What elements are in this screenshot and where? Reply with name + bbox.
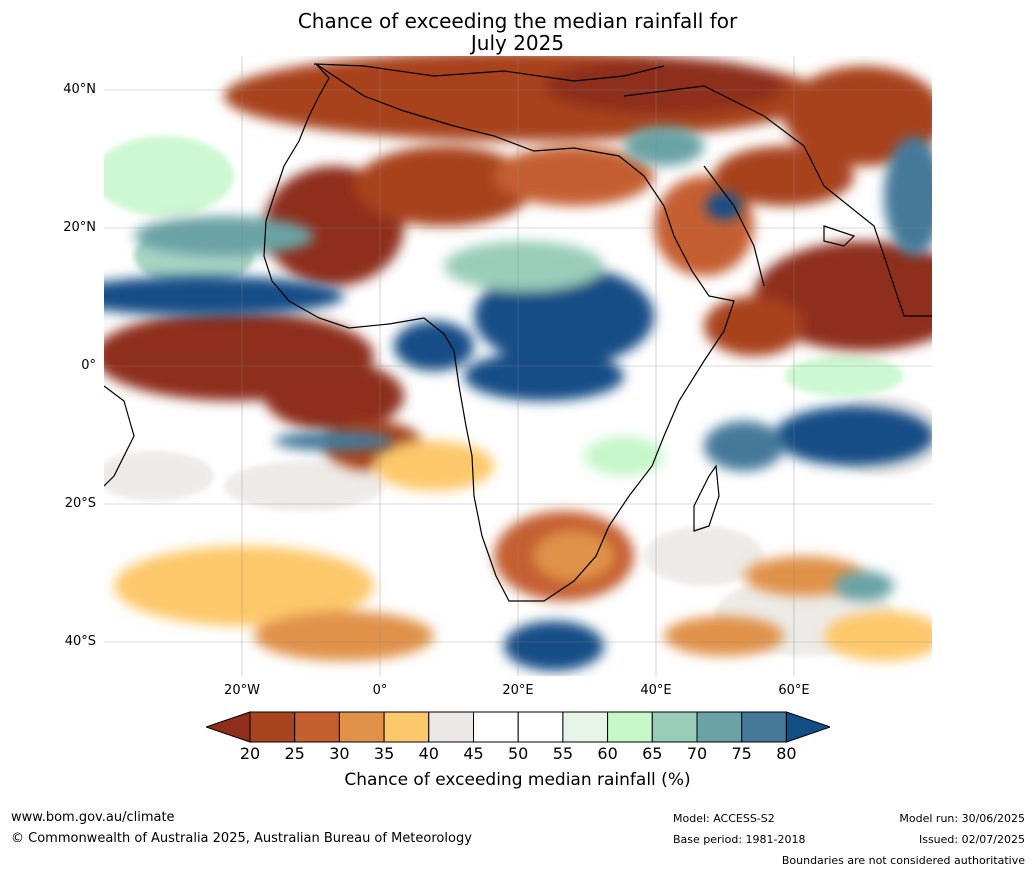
colorbar-tick-label: 25 (284, 744, 305, 763)
colorbar-title: Chance of exceeding median rainfall (%) (344, 770, 691, 790)
colorbar-tick-label: 45 (463, 744, 484, 763)
colorbar-tick-label: 40 (418, 744, 439, 763)
colorbar-segment (383, 711, 430, 743)
colorbar-extend-low (206, 711, 251, 743)
copyright-text: © Commonwealth of Australia 2025, Austra… (11, 831, 472, 846)
lon-tick-20w: 20°W (224, 683, 260, 698)
colorbar-segment (651, 711, 698, 743)
graticule (104, 56, 932, 676)
lat-tick-40s: 40°S (64, 634, 96, 649)
colorbar-tick-label: 60 (597, 744, 618, 763)
model-text: Model: ACCESS-S2 (673, 812, 775, 825)
colorbar-extend-high (785, 711, 830, 743)
model-run-text: Model run: 30/06/2025 (899, 812, 1025, 825)
colorbar-segment (696, 711, 743, 743)
issued-text: Issued: 02/07/2025 (918, 833, 1025, 846)
wet-regions (104, 126, 932, 671)
colorbar (206, 711, 830, 743)
colorbar-segment (428, 711, 475, 743)
colorbar-tick-label: 65 (642, 744, 663, 763)
lon-tick-40e: 40°E (640, 683, 672, 698)
disclaimer-text: Boundaries are not considered authoritat… (781, 854, 1025, 867)
map-svg (104, 56, 932, 676)
colorbar-segment (562, 711, 609, 743)
lon-tick-60e: 60°E (778, 683, 810, 698)
colorbar-tick-label: 20 (239, 744, 261, 763)
colorbar-tick-label: 80 (776, 744, 797, 763)
colorbar-segment (294, 711, 340, 743)
colorbar-segment (517, 711, 564, 743)
colorbar-tick-label: 55 (552, 744, 574, 763)
base-period-text: Base period: 1981-2018 (673, 833, 806, 846)
title-line-2: July 2025 (470, 31, 565, 55)
lon-tick-0: 0° (372, 683, 388, 698)
colorbar-segment (249, 711, 296, 743)
colorbar-segment (607, 711, 653, 743)
lat-tick-40n: 40°N (63, 82, 96, 97)
colorbar-tick-label: 70 (686, 744, 708, 763)
coastlines (104, 63, 932, 602)
colorbar-segment (473, 711, 519, 743)
website-text: www.bom.gov.au/climate (11, 810, 175, 825)
colorbar-tick-label: 35 (373, 744, 395, 763)
lat-tick-20n: 20°N (63, 220, 96, 235)
lat-tick-0: 0° (81, 358, 96, 373)
colorbar-segment (338, 711, 385, 743)
colorbar-tick-label: 50 (508, 744, 529, 763)
lat-tick-20s: 20°S (64, 496, 96, 511)
colorbar-tick-label: 75 (731, 744, 752, 763)
colorbar-segment (741, 711, 787, 743)
dry-regions (104, 56, 932, 661)
title-line-1: Chance of exceeding the median rainfall … (297, 9, 738, 33)
map-title: Chance of exceeding the median rainfall … (0, 10, 1035, 54)
rainfall-map (104, 56, 932, 676)
lon-tick-20e: 20°E (502, 683, 534, 698)
colorbar-tick-label: 30 (329, 744, 350, 763)
